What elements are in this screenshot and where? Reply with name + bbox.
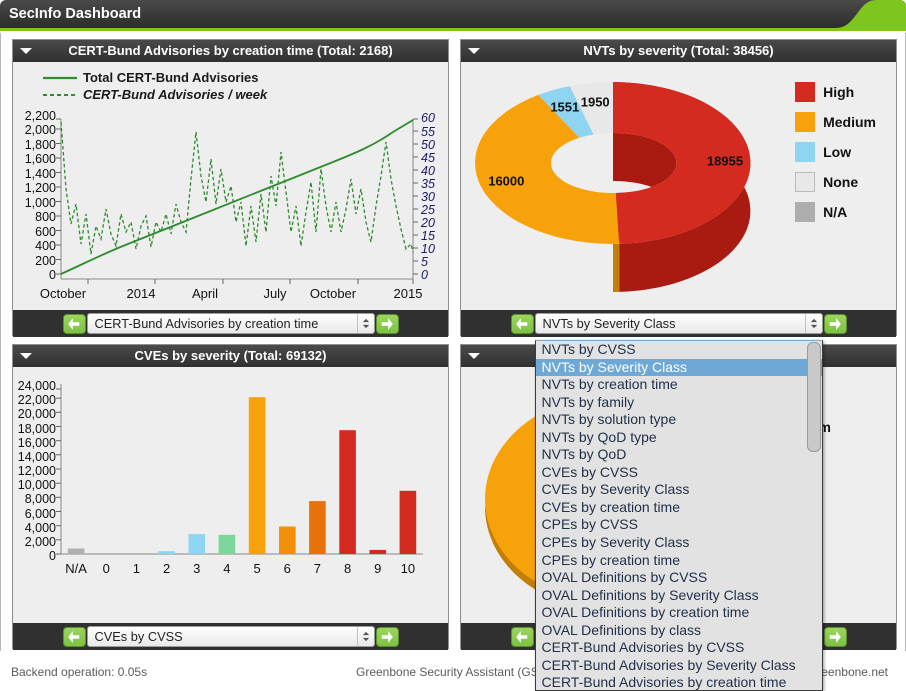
svg-text:18955: 18955 [707,154,743,169]
svg-text:1950: 1950 [581,94,610,109]
svg-text:1551: 1551 [550,100,579,115]
svg-text:16000: 16000 [488,174,524,189]
